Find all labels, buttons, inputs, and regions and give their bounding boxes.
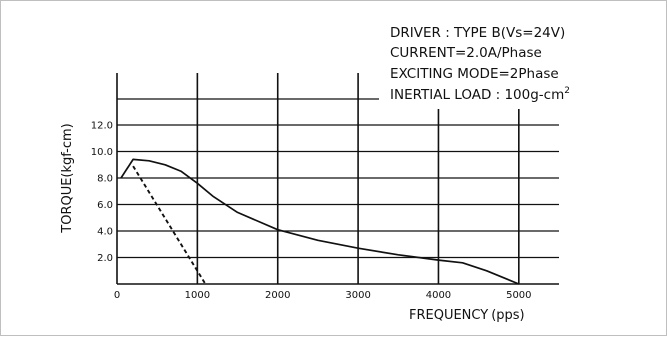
pull-in-torque-line <box>132 165 207 285</box>
y-tick-label: 4.0 <box>97 227 113 238</box>
x-tick-label: 3000 <box>345 290 370 301</box>
x-axis-label-name: FREQUENCY <box>409 308 488 323</box>
x-axis-label: FREQUENCY (pps) <box>409 308 525 323</box>
note-inertial-load: INERTIAL LOAD : 100g-cm2 <box>390 86 570 103</box>
y-tick-label: 6.0 <box>97 200 113 211</box>
x-axis-label-unit: (pps) <box>491 308 524 323</box>
x-tick-label: 4000 <box>426 290 451 301</box>
y-tick-label: 12.0 <box>91 121 113 132</box>
y-tick-label: 2.0 <box>97 253 113 264</box>
note-inertial-load-sup: 2 <box>564 86 570 96</box>
note-inertial-load-text: INERTIAL LOAD : 100g-cm <box>390 87 564 103</box>
x-tick-label: 5000 <box>506 290 531 301</box>
pull-out-torque-line <box>120 158 520 285</box>
note-exciting-mode: EXCITING MODE=2Phase <box>390 66 559 82</box>
note-driver: DRIVER : TYPE B(Vs=24V) <box>390 25 565 41</box>
x-tick-label: 0 <box>114 290 120 301</box>
note-background <box>379 21 655 109</box>
note-current: CURRENT=2.0A/Phase <box>390 45 542 61</box>
y-axis-label: TORQUE(kgf-cm) <box>60 123 75 233</box>
y-tick-label: 10.0 <box>91 147 113 158</box>
x-tick-label: 1000 <box>185 290 210 301</box>
x-tick-label: 2000 <box>265 290 290 301</box>
y-tick-label: 8.0 <box>97 174 113 185</box>
